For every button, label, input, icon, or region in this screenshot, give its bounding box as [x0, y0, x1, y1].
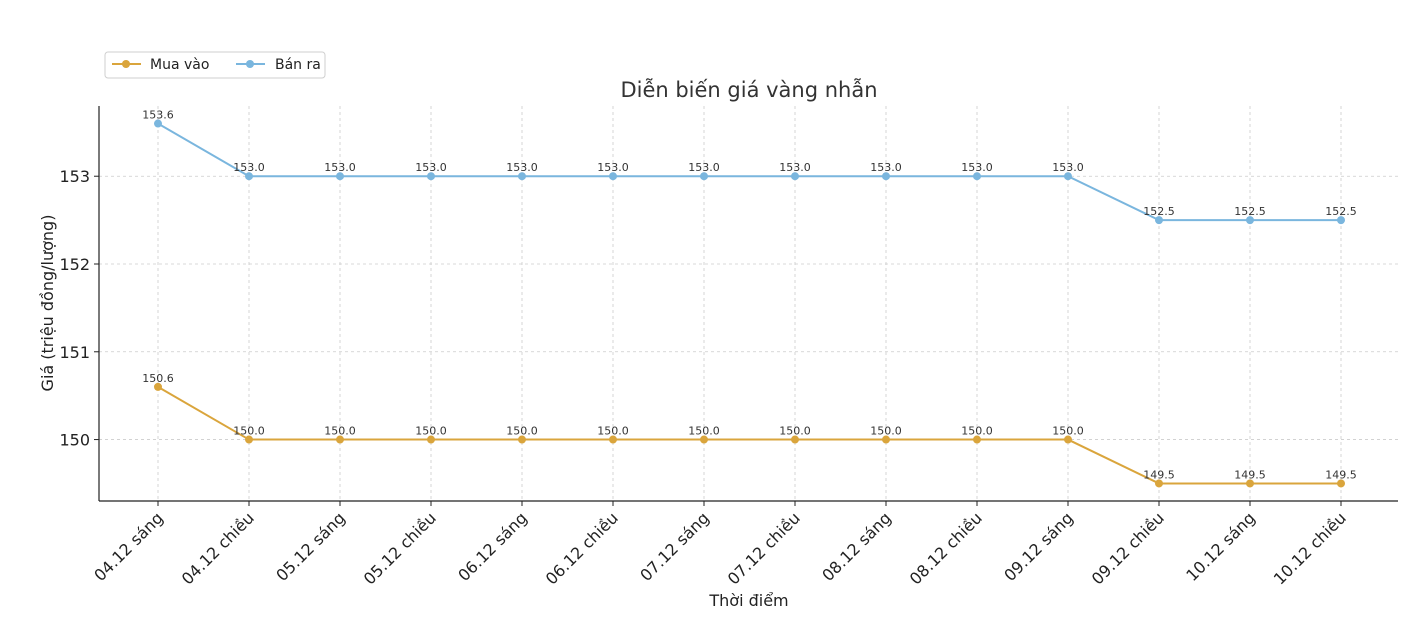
data-label: 149.5	[1325, 468, 1357, 481]
data-point	[700, 435, 708, 444]
x-ticks: 04.12 sáng 04.12 chiều 05.12 sáng 05.12 chi…	[90, 501, 1350, 588]
data-point	[518, 435, 526, 444]
data-point	[882, 172, 890, 181]
data-label: 150.0	[870, 425, 902, 438]
data-point	[427, 172, 435, 181]
data-label: 153.0	[961, 161, 993, 174]
x-tick-label: 06.12 chiều	[542, 508, 622, 588]
data-label: 152.5	[1143, 205, 1175, 218]
data-label: 153.0	[506, 161, 538, 174]
data-point	[791, 435, 799, 444]
legend-marker-ban-ra	[246, 60, 254, 68]
data-label: 150.6	[142, 372, 174, 385]
legend-box	[104, 51, 326, 79]
data-point	[1064, 435, 1072, 444]
data-point	[973, 172, 981, 181]
data-label: 153.0	[415, 161, 447, 174]
legend-label-mua-vao: Mua vào	[150, 57, 209, 73]
data-point	[1246, 479, 1254, 488]
x-tick-label: 09.12 chiều	[1088, 508, 1168, 588]
x-axis-label: Thời điểm	[708, 591, 788, 610]
data-point	[154, 382, 162, 391]
data-label: 153.0	[597, 161, 629, 174]
data-label: 153.0	[1052, 161, 1084, 174]
data-label: 152.5	[1325, 205, 1357, 218]
data-label: 149.5	[1234, 468, 1266, 481]
data-point	[427, 435, 435, 444]
data-point	[1246, 216, 1254, 225]
data-point	[882, 435, 890, 444]
data-point	[245, 435, 253, 444]
series	[154, 119, 1345, 488]
data-point	[1155, 479, 1163, 488]
x-tick-label: 04.12 sáng	[90, 508, 167, 585]
legend: Mua vào Bán ra	[104, 51, 326, 79]
data-point	[1337, 216, 1345, 225]
data-point	[700, 172, 708, 181]
data-label: 150.0	[961, 425, 993, 438]
data-label: 150.0	[1052, 425, 1084, 438]
data-label: 153.6	[142, 109, 174, 122]
data-label: 149.5	[1143, 468, 1175, 481]
data-point	[336, 172, 344, 181]
data-point	[518, 172, 526, 181]
y-ticks: 150 151 152 153	[59, 167, 99, 450]
data-label: 153.0	[688, 161, 720, 174]
data-label: 150.0	[415, 425, 447, 438]
y-tick-label: 151	[59, 343, 90, 362]
x-tick-label: 10.12 sáng	[1182, 508, 1259, 585]
data-label: 150.0	[688, 425, 720, 438]
x-tick-label: 06.12 sáng	[454, 508, 531, 585]
chart-title: Diễn biến giá vàng nhẫn	[620, 77, 877, 102]
data-point	[1155, 216, 1163, 225]
data-label: 153.0	[779, 161, 811, 174]
data-point	[154, 119, 162, 128]
data-point	[973, 435, 981, 444]
data-label: 150.0	[324, 425, 356, 438]
data-label: 153.0	[324, 161, 356, 174]
x-tick-label: 08.12 chiều	[906, 508, 986, 588]
x-tick-label: 09.12 sáng	[1000, 508, 1077, 585]
data-label: 153.0	[233, 161, 265, 174]
y-tick-label: 152	[59, 255, 90, 274]
data-point	[245, 172, 253, 181]
data-point	[336, 435, 344, 444]
x-tick-label: 08.12 sáng	[818, 508, 895, 585]
data-label: 150.0	[597, 425, 629, 438]
data-labels: 150.6 150.0 150.0 150.0 150.0 150.0 150.0 150.0…	[142, 109, 1357, 482]
data-label: 150.0	[233, 425, 265, 438]
x-tick-label: 10.12 chiều	[1270, 508, 1350, 588]
data-label: 152.5	[1234, 205, 1266, 218]
data-label: 153.0	[870, 161, 902, 174]
data-label: 150.0	[506, 425, 538, 438]
series-line-1	[157, 122, 1341, 222]
y-tick-label: 153	[59, 167, 90, 186]
x-tick-label: 04.12 chiều	[178, 508, 258, 588]
data-point	[609, 435, 617, 444]
data-point	[791, 172, 799, 181]
x-tick-label: 05.12 chiều	[360, 508, 440, 588]
y-tick-label: 150	[59, 431, 90, 450]
x-tick-label: 07.12 chiều	[724, 508, 804, 588]
axes	[98, 106, 1398, 502]
series-line-0	[157, 386, 1341, 485]
data-point	[609, 172, 617, 181]
x-tick-label: 07.12 sáng	[636, 508, 713, 585]
x-tick-label: 05.12 sáng	[272, 508, 349, 585]
data-point	[1337, 479, 1345, 488]
data-point	[1064, 172, 1072, 181]
legend-label-ban-ra: Bán ra	[275, 57, 321, 73]
data-label: 150.0	[779, 425, 811, 438]
grid	[99, 106, 1398, 501]
legend-marker-mua-vao	[122, 60, 130, 68]
y-axis-label: Giá (triệu đồng/lượng)	[38, 215, 57, 392]
